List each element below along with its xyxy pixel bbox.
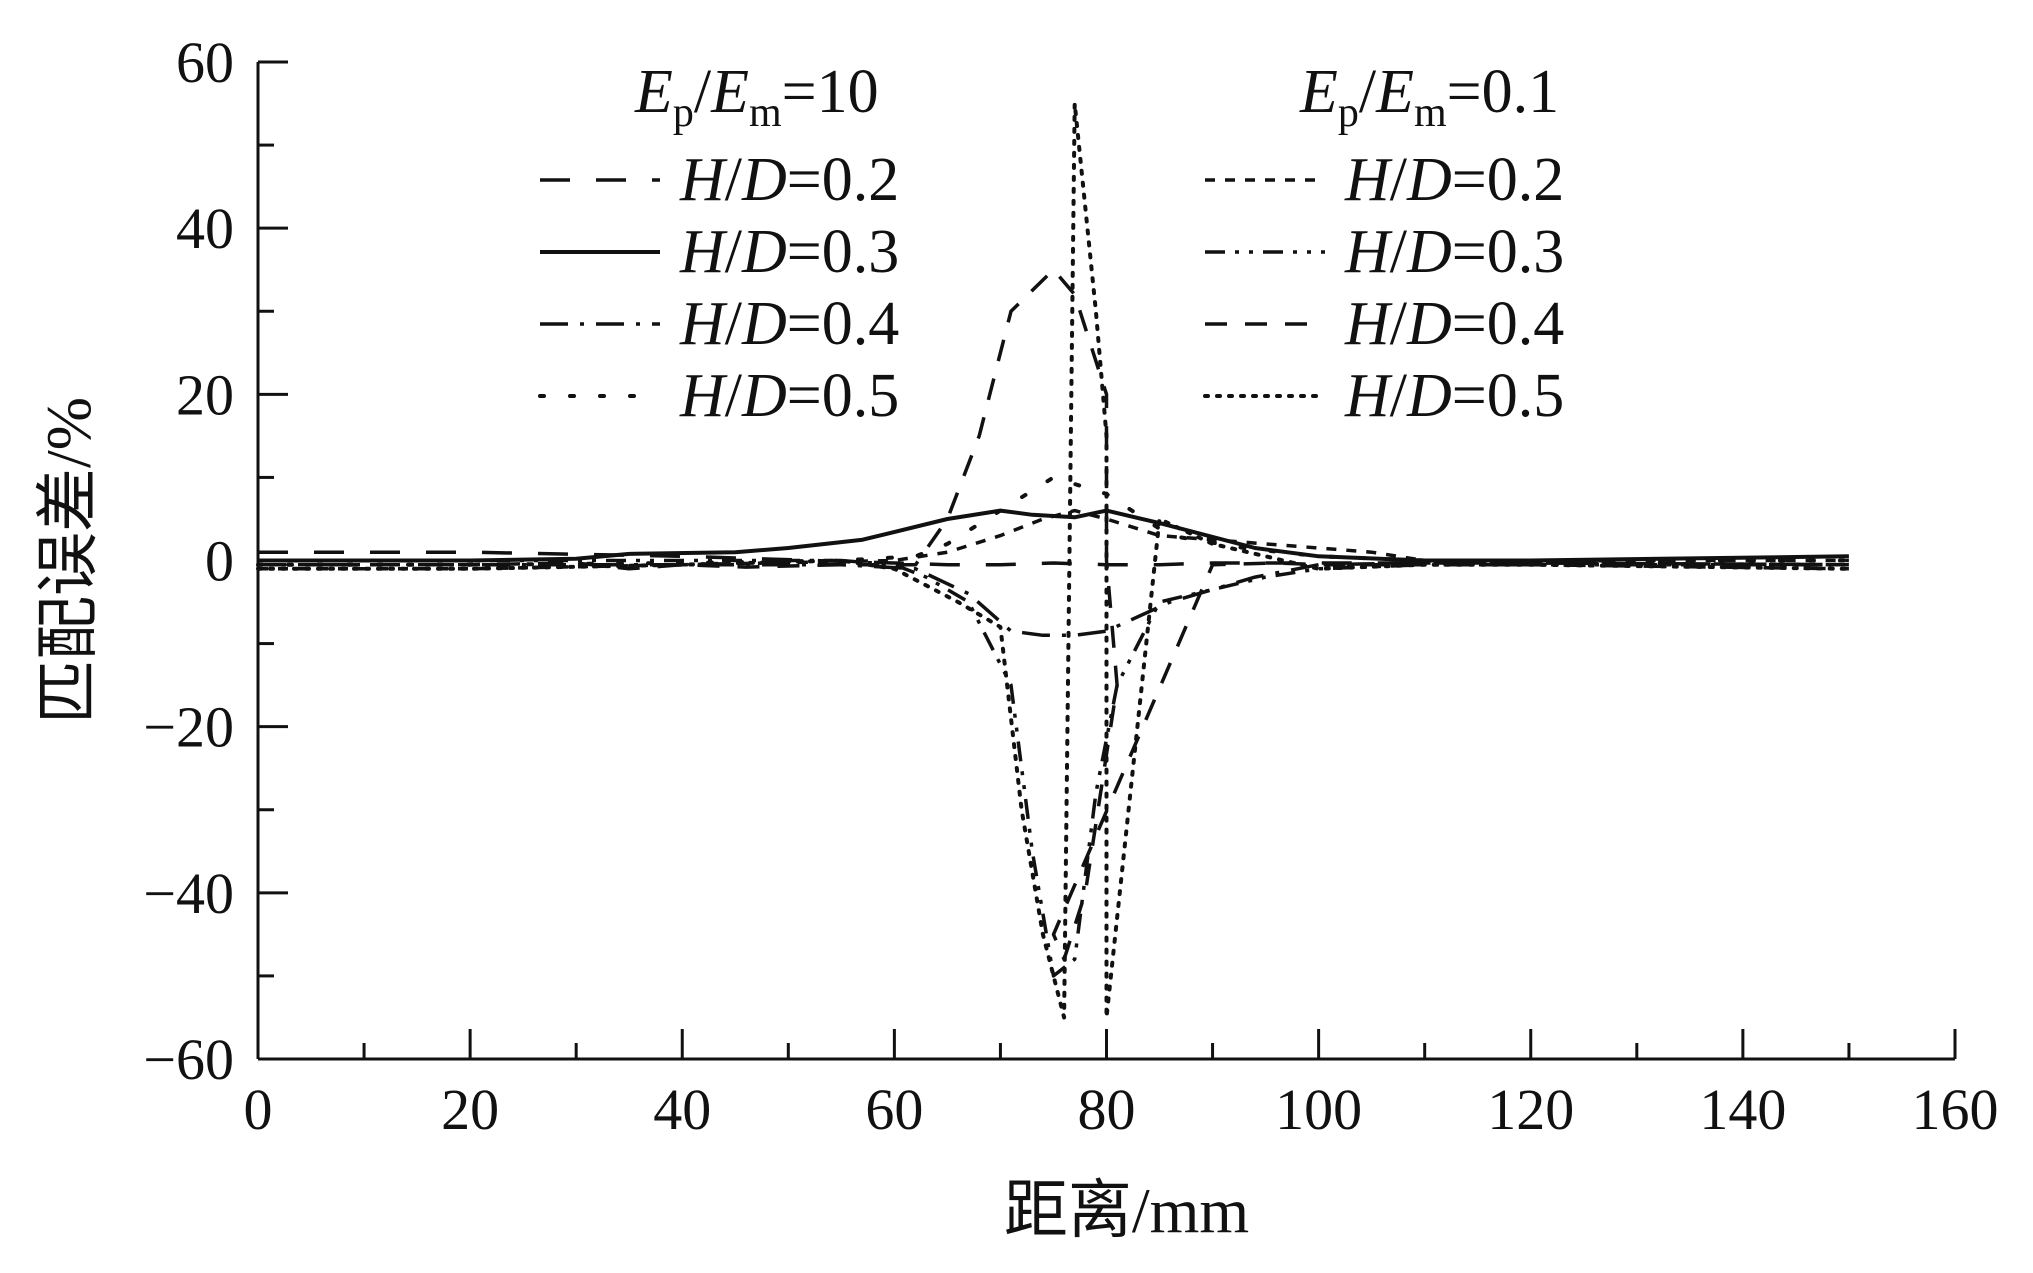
y-tick-label: 60 (176, 30, 234, 95)
y-tick-label: −60 (143, 1027, 234, 1092)
x-tick-label: 20 (441, 1077, 499, 1142)
y-axis-title: 匹配误差/% (33, 397, 104, 724)
x-tick-label: 0 (244, 1077, 273, 1142)
legend: Ep/Em=10H/D=0.2H/D=0.3H/D=0.4H/D=0.5Ep/E… (538, 58, 1564, 430)
series-line (258, 267, 1849, 962)
legend-entry-label: H/D=0.5 (679, 362, 899, 430)
legend-entry-label: H/D=0.2 (679, 146, 899, 214)
x-tick-label: 100 (1275, 1077, 1362, 1142)
x-tick-label: 40 (653, 1077, 711, 1142)
x-tick-label: 120 (1487, 1077, 1574, 1142)
y-tick-label: 0 (205, 529, 234, 594)
series-line (258, 558, 1849, 978)
x-tick-label: 160 (1912, 1077, 1999, 1142)
legend-entry-label: H/D=0.2 (1344, 146, 1564, 214)
series-line (258, 508, 1849, 571)
series-line (256, 475, 1851, 567)
legend-entry-label: H/D=0.3 (1344, 218, 1564, 286)
legend-entry-label: H/D=0.4 (679, 290, 899, 358)
legend-entry-label: H/D=0.5 (1344, 362, 1564, 430)
series-line (258, 561, 1849, 638)
x-tick-label: 80 (1078, 1077, 1136, 1142)
x-axis-title: 距离/mm (1004, 1175, 1249, 1246)
legend-entry-label: H/D=0.4 (1344, 290, 1564, 358)
y-tick-label: −20 (143, 695, 234, 760)
x-tick-label: 140 (1699, 1077, 1786, 1142)
y-tick-label: −40 (143, 861, 234, 926)
series-line (258, 550, 1849, 567)
y-tick-label: 40 (176, 196, 234, 261)
series-line (256, 101, 1851, 1020)
series-line (258, 508, 1849, 563)
legend-entry-label: H/D=0.3 (679, 218, 899, 286)
x-tick-label: 60 (865, 1077, 923, 1142)
series-layer (256, 101, 1851, 1020)
legend-group-header: Ep/Em=10 (634, 58, 879, 136)
legend-group-header: Ep/Em=0.1 (1299, 58, 1559, 136)
axes: 0 20 40 60 80 100 120 140 160 −60 −40 −20 0 20 40 60 (143, 30, 1998, 1142)
y-tick-label: 20 (176, 362, 234, 427)
